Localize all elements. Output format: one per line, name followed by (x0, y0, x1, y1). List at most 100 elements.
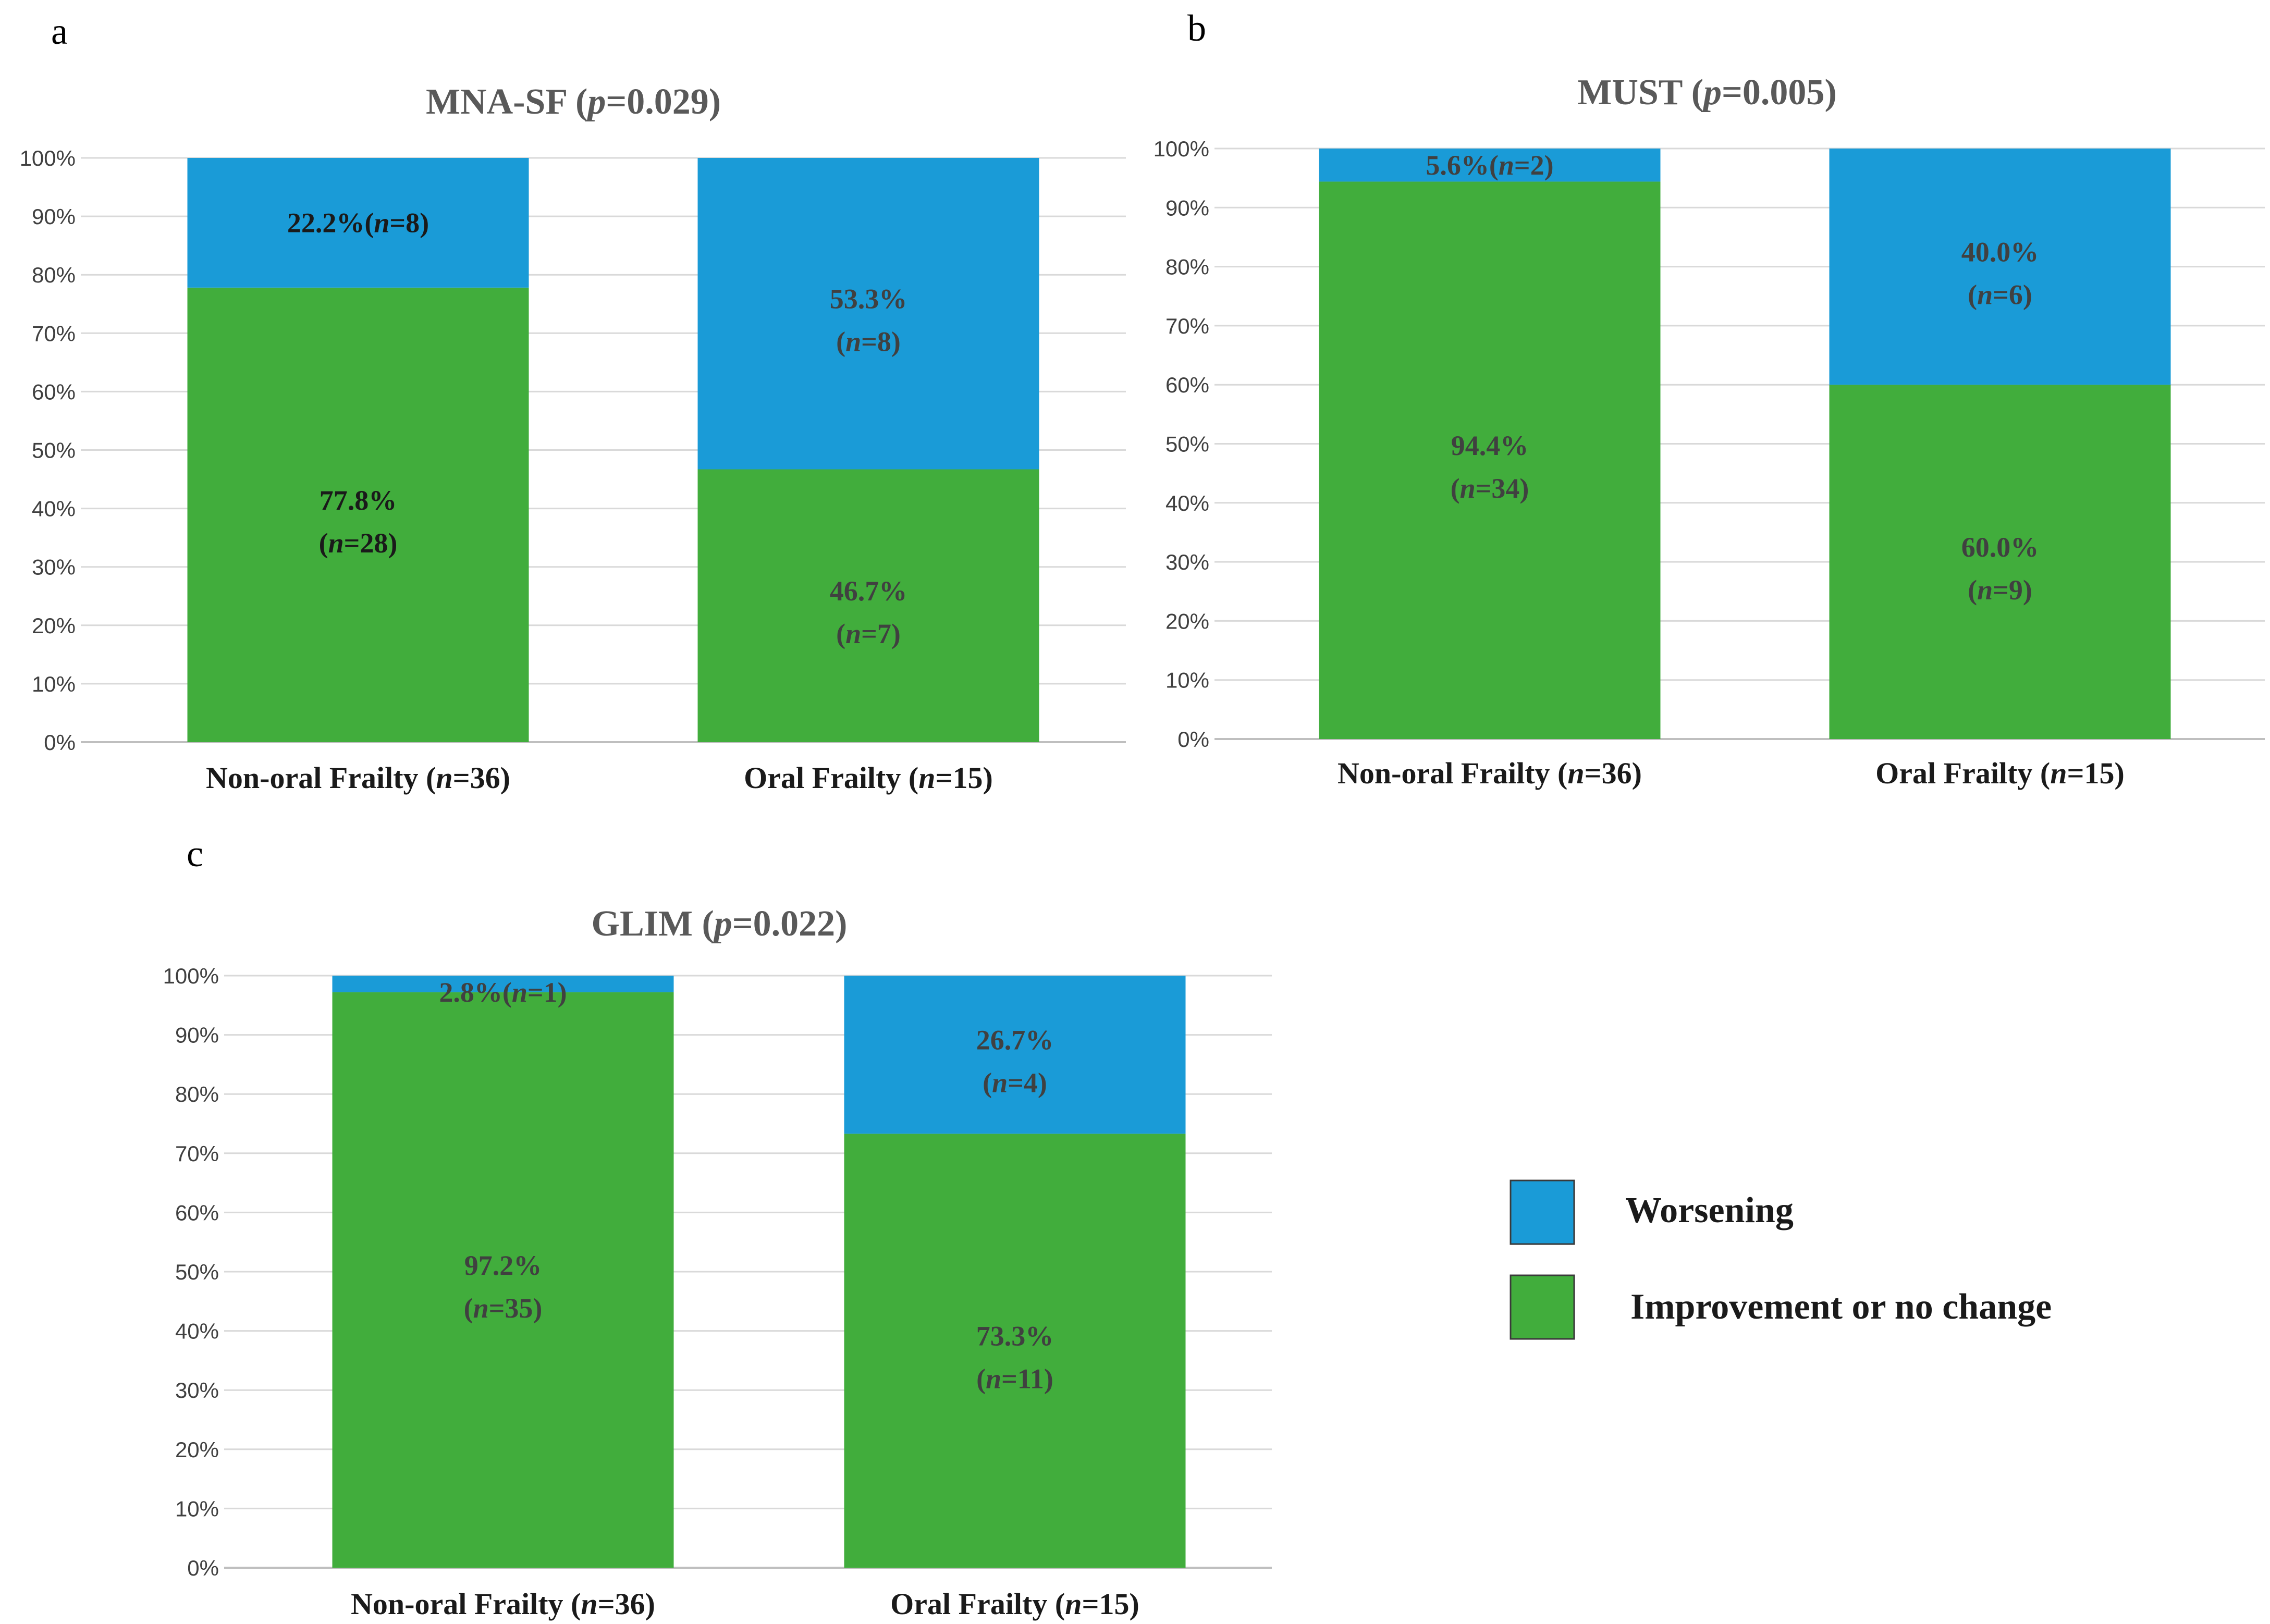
panel-c-plot: 0% 10% 20% 30% 40% 50% 60% 70% 80% 90% 100% 97.2% (n… (163, 964, 1272, 1621)
y-tick-label: 10% (175, 1496, 219, 1521)
y-tick-label: 0% (1177, 727, 1209, 752)
bar-segment-worsening (697, 158, 1039, 470)
x-category-label: Oral Frailty (n=15) (744, 761, 993, 795)
data-label-percent: 53.3% (830, 284, 907, 315)
y-tick-label: 70% (175, 1141, 219, 1166)
panel-a: a MNA-SF (p=0.029) 0% 10% 20% 30% 40% 50% 60% 7… (20, 10, 1126, 795)
bar-segment-improvement (1319, 181, 1661, 739)
y-tick-label: 40% (1165, 491, 1209, 515)
data-label-percent: 73.3% (976, 1321, 1054, 1352)
panel-a-plot: 0% 10% 20% 30% 40% 50% 60% 70% 80% 90% 100% 77.8% (n… (20, 146, 1126, 795)
y-tick-label: 100% (163, 964, 219, 988)
panel-b-title-p: p (1701, 72, 1722, 113)
bar-segment-worsening (1829, 149, 2171, 385)
y-tick-label: 80% (32, 263, 76, 287)
y-tick-label: 70% (1165, 314, 1209, 338)
y-tick-label: 10% (32, 672, 76, 696)
y-tick-label: 60% (175, 1200, 219, 1225)
panel-c-title-paren: ( (693, 904, 714, 944)
y-tick-label: 40% (175, 1319, 219, 1344)
panel-a-letter: a (51, 10, 68, 52)
y-tick-label: 0% (187, 1556, 219, 1580)
bar-segment-improvement (1829, 385, 2171, 739)
data-label-percent: 40.0% (1961, 237, 2039, 268)
data-label-inline: 2.8%(n=1) (439, 977, 567, 1008)
panel-b: b MUST (p=0.005) 0% 10% 20% 30% 40% 50% 60% 70%… (1154, 7, 2265, 790)
y-tick-label: 30% (32, 555, 76, 580)
data-label-percent: 77.8% (320, 485, 397, 516)
legend-swatch-worsening (1510, 1179, 1575, 1245)
panel-a-title-close: ) (709, 82, 721, 122)
data-label-percent: 46.7% (830, 575, 907, 607)
panel-b-title-pvalue: =0.005 (1722, 72, 1824, 113)
data-label-percent: 60.0% (1961, 532, 2039, 563)
bar-segment-improvement (844, 1134, 1186, 1568)
y-tick-label: 50% (32, 438, 76, 463)
x-category-label: Oral Frailty (n=15) (890, 1587, 1139, 1621)
y-tick-label: 10% (1165, 668, 1209, 693)
data-label-percent: 97.2% (464, 1250, 542, 1281)
legend: Worsening Improvement or no change (1510, 1179, 2052, 1340)
y-tick-label: 80% (1165, 255, 1209, 279)
data-label-count: (n=34) (1451, 473, 1529, 504)
panel-c-title-p: p (711, 904, 732, 944)
y-tick-label: 30% (175, 1378, 219, 1402)
data-label-percent: 94.4% (1451, 430, 1529, 461)
data-label-count: (n=7) (836, 618, 901, 649)
y-tick-label: 0% (44, 730, 76, 755)
data-label-count: (n=28) (319, 527, 398, 559)
y-tick-label: 100% (1154, 137, 1209, 161)
panel-a-title-pvalue: =0.029 (606, 82, 708, 122)
bar-segment-improvement (187, 287, 529, 742)
x-category-label: Non-oral Frailty (n=36) (351, 1587, 655, 1621)
panel-c-title-name: GLIM (592, 904, 693, 944)
y-tick-label: 80% (175, 1082, 219, 1106)
y-tick-label: 20% (1165, 609, 1209, 633)
panel-c-title-close: ) (835, 904, 847, 944)
bar-segment-worsening (1319, 149, 1661, 182)
bar-segment-worsening (187, 158, 529, 288)
y-tick-label: 90% (1165, 195, 1209, 220)
panel-b-letter: b (1187, 7, 1206, 49)
y-tick-label: 40% (32, 497, 76, 521)
panel-c-letter: c (187, 833, 203, 875)
panel-a-title-paren: ( (567, 82, 588, 122)
panel-c-title-pvalue: =0.022 (732, 904, 835, 944)
data-label-count: (n=8) (836, 326, 901, 358)
y-tick-label: 20% (175, 1437, 219, 1462)
panel-b-title-close: ) (1824, 72, 1836, 113)
y-tick-label: 100% (20, 146, 76, 170)
legend-swatch-improvement (1510, 1274, 1575, 1340)
y-tick-label: 60% (1165, 373, 1209, 397)
x-category-label: Oral Frailty (n=15) (1875, 756, 2125, 790)
panel-a-title: MNA-SF (p=0.029) (426, 82, 721, 122)
panel-a-title-name: MNA-SF (426, 82, 567, 122)
y-tick-label: 60% (32, 379, 76, 404)
data-label-count: (n=11) (976, 1363, 1053, 1395)
data-label-inline: 22.2%(n=8) (287, 207, 429, 238)
data-label-count: (n=6) (1968, 279, 2032, 311)
panel-b-title: MUST (p=0.005) (1577, 72, 1837, 113)
data-label-inline: 5.6%(n=2) (1426, 150, 1553, 181)
y-tick-label: 90% (32, 204, 76, 229)
y-tick-label: 30% (1165, 550, 1209, 574)
bar-segment-worsening (844, 976, 1186, 1134)
y-tick-label: 20% (32, 613, 76, 638)
bar-segment-improvement (697, 469, 1039, 742)
data-label-count: (n=35) (464, 1293, 543, 1324)
panel-c: c GLIM (p=0.022) 0% 10% 20% 30% 40% 50% 60% 70%… (163, 833, 1272, 1621)
bar-segment-worsening (332, 976, 674, 992)
y-tick-label: 70% (32, 321, 76, 346)
bar-segment-improvement (332, 992, 674, 1568)
panel-b-title-paren: ( (1682, 72, 1703, 113)
y-tick-label: 50% (1165, 432, 1209, 457)
data-label-count: (n=4) (983, 1067, 1047, 1099)
panel-b-plot: 0% 10% 20% 30% 40% 50% 60% 70% 80% 90% 100% 94.4% (n… (1154, 137, 2265, 790)
data-label-percent: 26.7% (976, 1025, 1054, 1056)
x-category-label: Non-oral Frailty (n=36) (1338, 756, 1642, 790)
panel-c-title: GLIM (p=0.022) (592, 904, 848, 944)
legend-label-worsening: Worsening (1625, 1190, 1794, 1231)
y-tick-label: 90% (175, 1023, 219, 1048)
y-tick-label: 50% (175, 1260, 219, 1284)
